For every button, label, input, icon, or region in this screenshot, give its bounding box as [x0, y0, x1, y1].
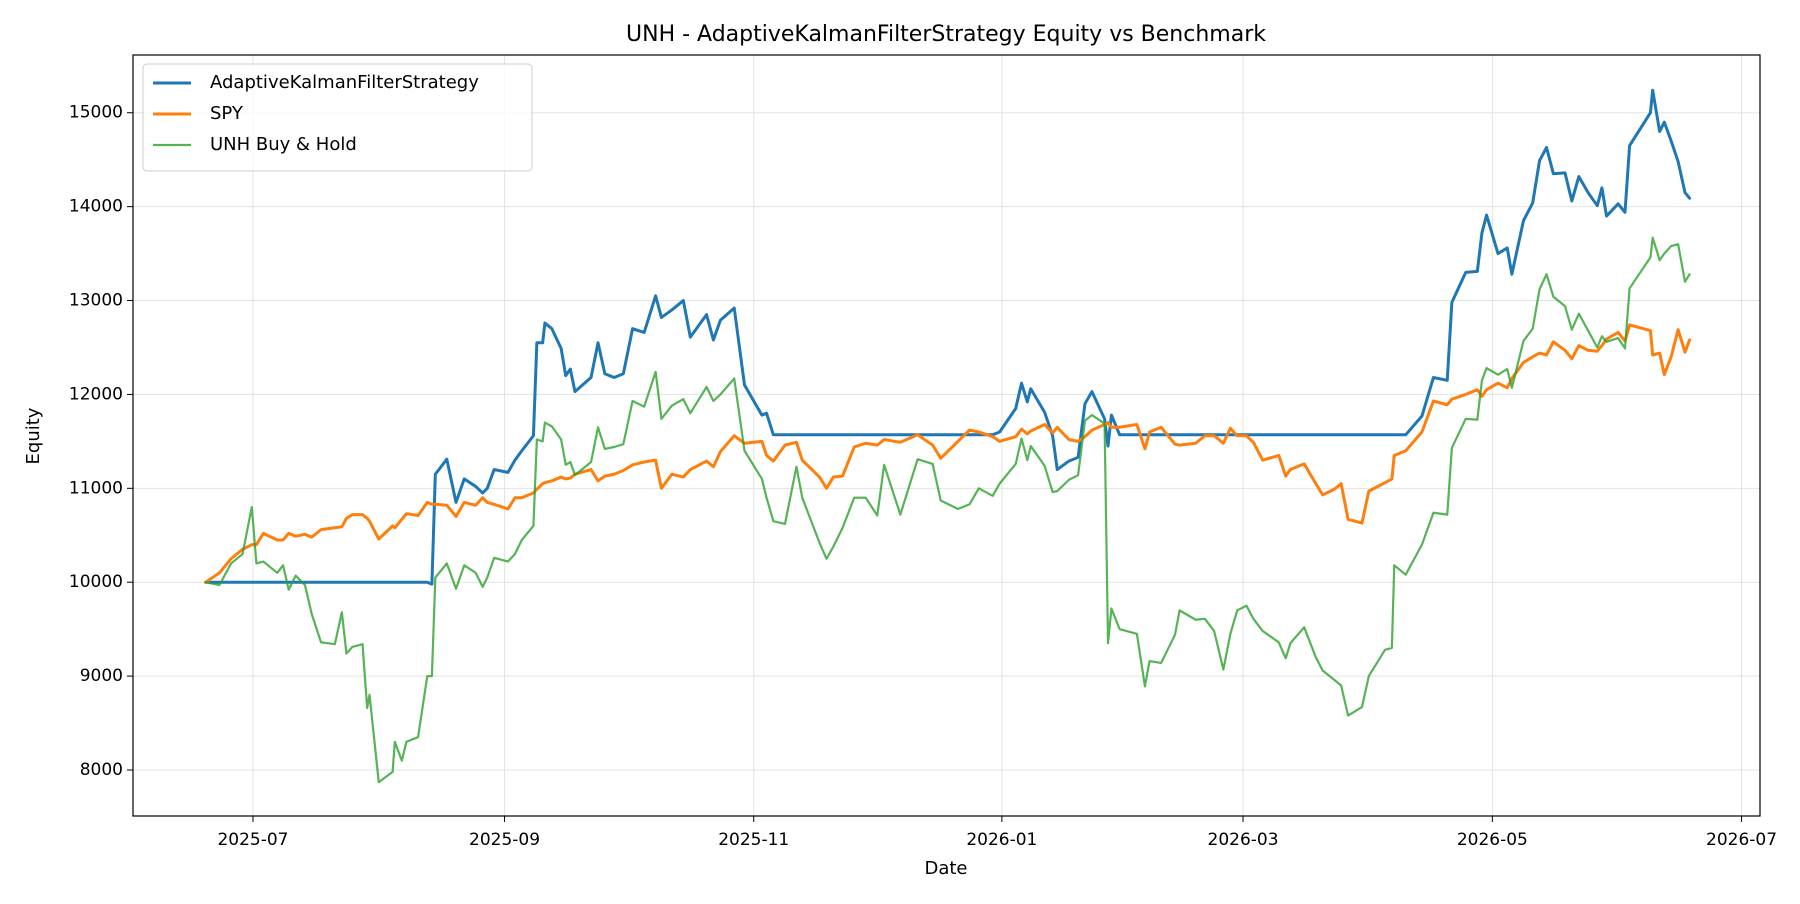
x-tick-label: 2026-07 [1706, 830, 1777, 850]
y-tick-label: 11000 [69, 478, 123, 498]
y-tick-label: 13000 [69, 291, 123, 311]
chart-title: UNH - AdaptiveKalmanFilterStrategy Equit… [626, 22, 1266, 47]
x-tick-label: 2026-01 [966, 830, 1037, 850]
legend-label: SPY [210, 103, 244, 124]
y-axis-label: Equity [23, 407, 44, 464]
x-tick-label: 2025-11 [718, 830, 789, 850]
x-tick-label: 2026-03 [1208, 830, 1279, 850]
y-tick-label: 15000 [69, 103, 123, 123]
y-tick-label: 8000 [80, 760, 123, 780]
y-tick-label: 12000 [69, 384, 123, 404]
plot-frame [132, 54, 1761, 817]
legend-label: UNH Buy & Hold [210, 134, 357, 155]
series-line [204, 236, 1691, 784]
x-axis-label: Date [924, 858, 967, 879]
y-tick-label: 10000 [69, 572, 123, 592]
y-tick-label: 14000 [69, 197, 123, 217]
legend: AdaptiveKalmanFilterStrategy SPY UNH Buy &… [142, 63, 533, 172]
legend-label: AdaptiveKalmanFilterStrategy [210, 72, 479, 93]
legend-box [142, 63, 533, 172]
series-line [204, 323, 1692, 584]
x-tick-label: 2025-07 [217, 830, 288, 850]
x-tick-label: 2025-09 [469, 830, 540, 850]
series-line [204, 88, 1692, 586]
x-tick-label: 2026-05 [1457, 830, 1528, 850]
y-tick-label: 9000 [80, 666, 123, 686]
